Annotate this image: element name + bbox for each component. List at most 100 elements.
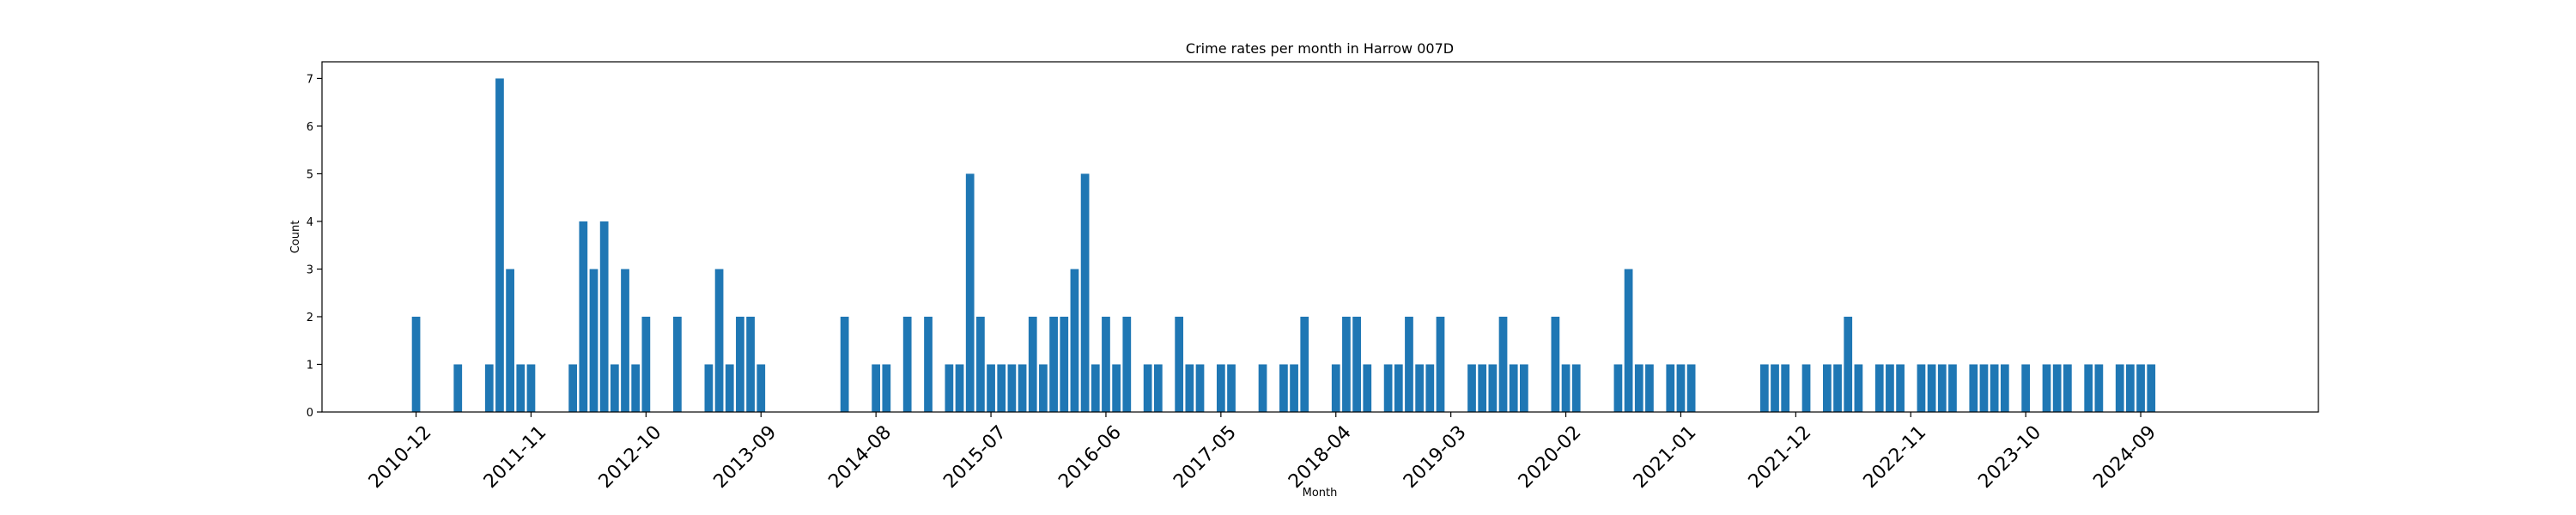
- bar-2017-01: [1175, 316, 1184, 412]
- y-tick-label: 4: [307, 216, 313, 229]
- bars-group: [411, 78, 2156, 413]
- bar-2024-05: [2094, 364, 2104, 412]
- bar-2020-01: [1551, 316, 1560, 412]
- bar-2020-10: [1645, 364, 1654, 412]
- bar-2022-12: [1917, 364, 1926, 412]
- bar-2019-07: [1488, 364, 1498, 412]
- bar-2020-03: [1571, 364, 1581, 412]
- bar-2012-07: [610, 364, 619, 412]
- bar-2012-04: [579, 221, 588, 412]
- bar-2020-12: [1666, 364, 1675, 412]
- bar-2019-10: [1520, 364, 1528, 412]
- bar-2019-01: [1425, 364, 1435, 412]
- bar-2013-05: [714, 269, 724, 412]
- bar-2024-04: [2084, 364, 2093, 412]
- bar-2015-07: [987, 364, 995, 412]
- bar-2016-02: [1060, 316, 1069, 412]
- bar-2015-01: [924, 316, 933, 412]
- bar-2021-11: [1781, 364, 1790, 412]
- chart-title: Crime rates per month in Harrow 007D: [1186, 40, 1454, 57]
- bar-2013-08: [746, 316, 755, 412]
- bar-2023-07: [1990, 364, 1999, 412]
- bar-2024-07: [2115, 364, 2124, 412]
- y-tick-label: 0: [307, 407, 313, 420]
- bar-2018-10: [1394, 364, 1403, 412]
- bar-2015-10: [1018, 364, 1027, 412]
- bar-2018-12: [1415, 364, 1425, 412]
- bar-2014-08: [872, 364, 881, 412]
- bar-2022-09: [1886, 364, 1894, 412]
- bar-2022-08: [1874, 364, 1884, 412]
- bar-2018-01: [1300, 316, 1309, 412]
- bar-2017-06: [1227, 364, 1236, 412]
- bar-2010-12: [411, 316, 421, 412]
- bar-2015-09: [1007, 364, 1017, 412]
- bar-2012-09: [631, 364, 641, 412]
- bar-2017-03: [1195, 364, 1205, 412]
- bar-2019-08: [1498, 316, 1508, 412]
- bar-2013-09: [756, 364, 766, 412]
- bar-2024-08: [2126, 364, 2135, 412]
- bar-2020-09: [1634, 364, 1643, 412]
- bar-2020-07: [1613, 364, 1623, 412]
- bar-2021-10: [1771, 364, 1779, 412]
- bar-2015-11: [1028, 316, 1037, 412]
- bar-2023-02: [1937, 364, 1947, 412]
- bar-2016-06: [1102, 316, 1110, 412]
- bar-2023-10: [2021, 364, 2031, 412]
- bar-2020-08: [1624, 269, 1633, 412]
- bar-2016-05: [1091, 364, 1100, 412]
- bar-2020-02: [1561, 364, 1571, 412]
- bar-2022-03: [1823, 364, 1832, 412]
- bar-2018-07: [1363, 364, 1372, 412]
- plot-area-frame: [321, 61, 2319, 413]
- y-tick-label: 6: [307, 121, 313, 134]
- bar-2016-01: [1049, 316, 1058, 412]
- bar-2012-08: [621, 269, 629, 412]
- bar-2016-04: [1080, 173, 1090, 412]
- y-tick-label: 1: [307, 359, 313, 372]
- y-tick-label: 5: [307, 168, 313, 181]
- bar-2022-10: [1896, 364, 1905, 412]
- bar-2012-05: [589, 269, 598, 412]
- bar-2016-11: [1153, 364, 1163, 412]
- bar-2015-08: [997, 364, 1006, 412]
- y-axis-ticks: 0 1 2 3 4 5 6 7: [307, 73, 322, 420]
- bar-2024-09: [2136, 364, 2145, 412]
- bar-2014-11: [902, 316, 912, 412]
- bar-2015-05: [965, 173, 975, 412]
- bar-2011-08: [495, 78, 504, 413]
- bar-2019-02: [1436, 316, 1445, 412]
- bar-2024-02: [2063, 364, 2072, 412]
- bar-2013-04: [704, 364, 714, 412]
- bar-2022-05: [1844, 316, 1853, 412]
- bar-2011-11: [526, 364, 536, 412]
- bar-2018-09: [1383, 364, 1393, 412]
- bar-2016-07: [1112, 364, 1121, 412]
- bar-2023-05: [1969, 364, 1978, 412]
- bar-2022-01: [1801, 364, 1811, 412]
- bar-2022-04: [1833, 364, 1842, 412]
- bar-2013-01: [673, 316, 682, 412]
- bar-2015-06: [976, 316, 985, 412]
- bar-2023-03: [1948, 364, 1957, 412]
- bar-2013-07: [736, 316, 744, 412]
- bar-2016-03: [1070, 269, 1079, 412]
- bar-2012-10: [641, 316, 651, 412]
- bar-2018-04: [1331, 364, 1340, 412]
- bar-2019-06: [1478, 364, 1487, 412]
- bar-2015-12: [1039, 364, 1048, 412]
- bar-2023-08: [2000, 364, 2009, 412]
- bar-2019-09: [1509, 364, 1518, 412]
- bar-2021-02: [1686, 364, 1696, 412]
- bar-2018-06: [1352, 316, 1361, 412]
- bar-2023-12: [2042, 364, 2051, 412]
- y-axis-label: Count: [289, 221, 302, 254]
- bar-2021-01: [1676, 364, 1686, 412]
- bar-2011-04: [453, 364, 463, 412]
- bar-2013-06: [725, 364, 734, 412]
- bar-2017-05: [1216, 364, 1225, 412]
